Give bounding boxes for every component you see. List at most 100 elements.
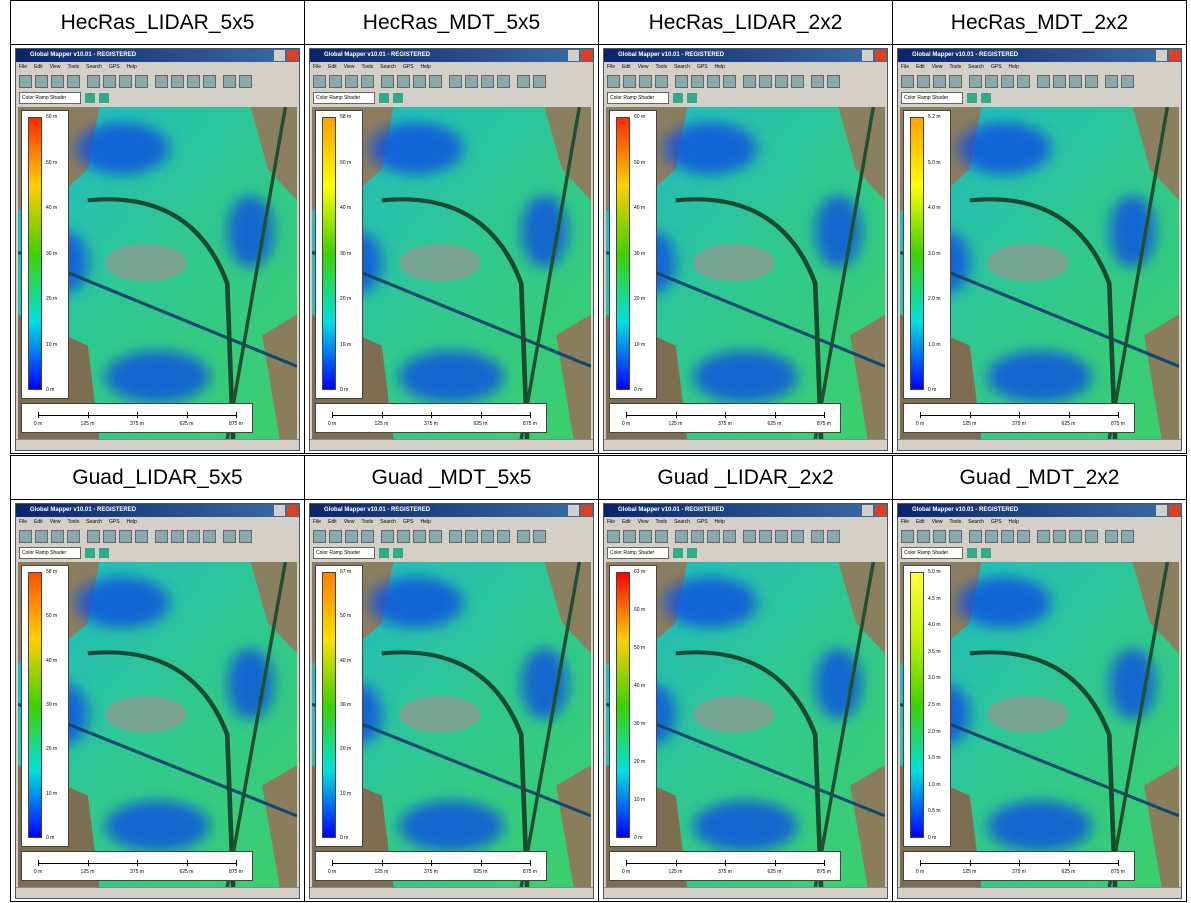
scale-tick <box>187 860 188 866</box>
legend-label: 2.0 m <box>928 729 941 735</box>
legend-label: 40 m <box>634 683 645 689</box>
menu-item: Search <box>86 64 102 70</box>
tool-icon <box>35 530 48 543</box>
tool-icon <box>413 75 426 88</box>
menu-item: View <box>344 64 355 70</box>
column-header: Guad_LIDAR_5x5 <box>10 455 305 500</box>
minimize-button <box>862 505 873 516</box>
tool-icon <box>723 75 736 88</box>
tool-icon <box>517 75 530 88</box>
tool-icon <box>969 75 982 88</box>
scale-tick <box>431 412 432 418</box>
scale-label: 125 m <box>375 869 389 875</box>
tool-icon <box>397 530 410 543</box>
tool-icon <box>87 75 100 88</box>
tool-icon <box>517 530 530 543</box>
legend-label: 30 m <box>634 251 645 257</box>
color-ramp <box>322 117 336 390</box>
tool-icon <box>1121 530 1134 543</box>
legend-label: 0 m <box>634 835 642 841</box>
menu-item: File <box>19 64 27 70</box>
menu-item: Tools <box>655 64 667 70</box>
scale-label: 125 m <box>81 421 95 427</box>
close-button <box>1169 50 1180 61</box>
title-bar: Global Mapper v10.01 - REGISTERED <box>898 504 1181 517</box>
tool-icon <box>397 75 410 88</box>
legend-label: 30 m <box>634 721 645 727</box>
toolbar <box>604 72 887 90</box>
tool-icon <box>481 75 494 88</box>
tool-icon <box>223 530 236 543</box>
shader-row: Color Ramp Shader <box>898 545 1181 560</box>
scale-label: 625 m <box>474 421 488 427</box>
shader-select: Color Ramp Shader <box>19 547 81 559</box>
shader-row: Color Ramp Shader <box>898 90 1181 105</box>
tool-icon <box>985 75 998 88</box>
scale-label: 0 m <box>916 421 924 427</box>
legend-label: 40 m <box>340 205 351 211</box>
tool-icon <box>655 530 668 543</box>
tool-icon <box>673 93 683 103</box>
tool-icon <box>99 93 109 103</box>
tool-icon <box>1037 530 1050 543</box>
scale-label: 125 m <box>963 421 977 427</box>
scale-label: 125 m <box>81 869 95 875</box>
legend-label: 30 m <box>340 251 351 257</box>
tool-icon <box>723 530 736 543</box>
menu-item: View <box>50 519 61 525</box>
menu-item: View <box>932 64 943 70</box>
title-bar: Global Mapper v10.01 - REGISTERED <box>604 504 887 517</box>
legend-label: 0.5 m <box>928 808 941 814</box>
menu-item: Search <box>674 64 690 70</box>
menu-item: Edit <box>34 64 43 70</box>
scale-tick <box>1019 860 1020 866</box>
tool-icon <box>51 75 64 88</box>
scale-label: 125 m <box>963 869 977 875</box>
menu-item: Tools <box>949 519 961 525</box>
title-bar: Global Mapper v10.01 - REGISTERED <box>604 49 887 62</box>
menu-item: Help <box>127 519 137 525</box>
window-title: Global Mapper v10.01 - REGISTERED <box>324 52 430 58</box>
tool-icon <box>791 530 804 543</box>
legend-label: 63 m <box>634 569 645 575</box>
menu-item: Tools <box>655 519 667 525</box>
menu-item: Search <box>968 519 984 525</box>
tool-icon <box>239 530 252 543</box>
status-bar <box>604 439 887 450</box>
tool-icon <box>449 75 462 88</box>
scale-label: 125 m <box>669 421 683 427</box>
tool-icon <box>187 75 200 88</box>
tool-icon <box>985 530 998 543</box>
minimize-button <box>1156 50 1167 61</box>
scale-tick <box>824 860 825 866</box>
scale-label: 375 m <box>718 869 732 875</box>
tool-icon <box>623 530 636 543</box>
legend-label: 5.2 m <box>928 114 941 120</box>
menu-item: Search <box>968 64 984 70</box>
scale-label: 625 m <box>1062 421 1076 427</box>
tool-icon <box>691 75 704 88</box>
shader-row: Color Ramp Shader <box>310 90 593 105</box>
tool-icon <box>313 530 326 543</box>
scale-label: 375 m <box>130 869 144 875</box>
scale-tick <box>530 412 531 418</box>
minimize-button <box>274 50 285 61</box>
scale-label: 0 m <box>328 421 336 427</box>
tool-icon <box>103 75 116 88</box>
menu-item: Edit <box>916 519 925 525</box>
legend-label: 2.5 m <box>928 702 941 708</box>
tool-icon <box>381 530 394 543</box>
scale-label: 875 m <box>1111 421 1125 427</box>
